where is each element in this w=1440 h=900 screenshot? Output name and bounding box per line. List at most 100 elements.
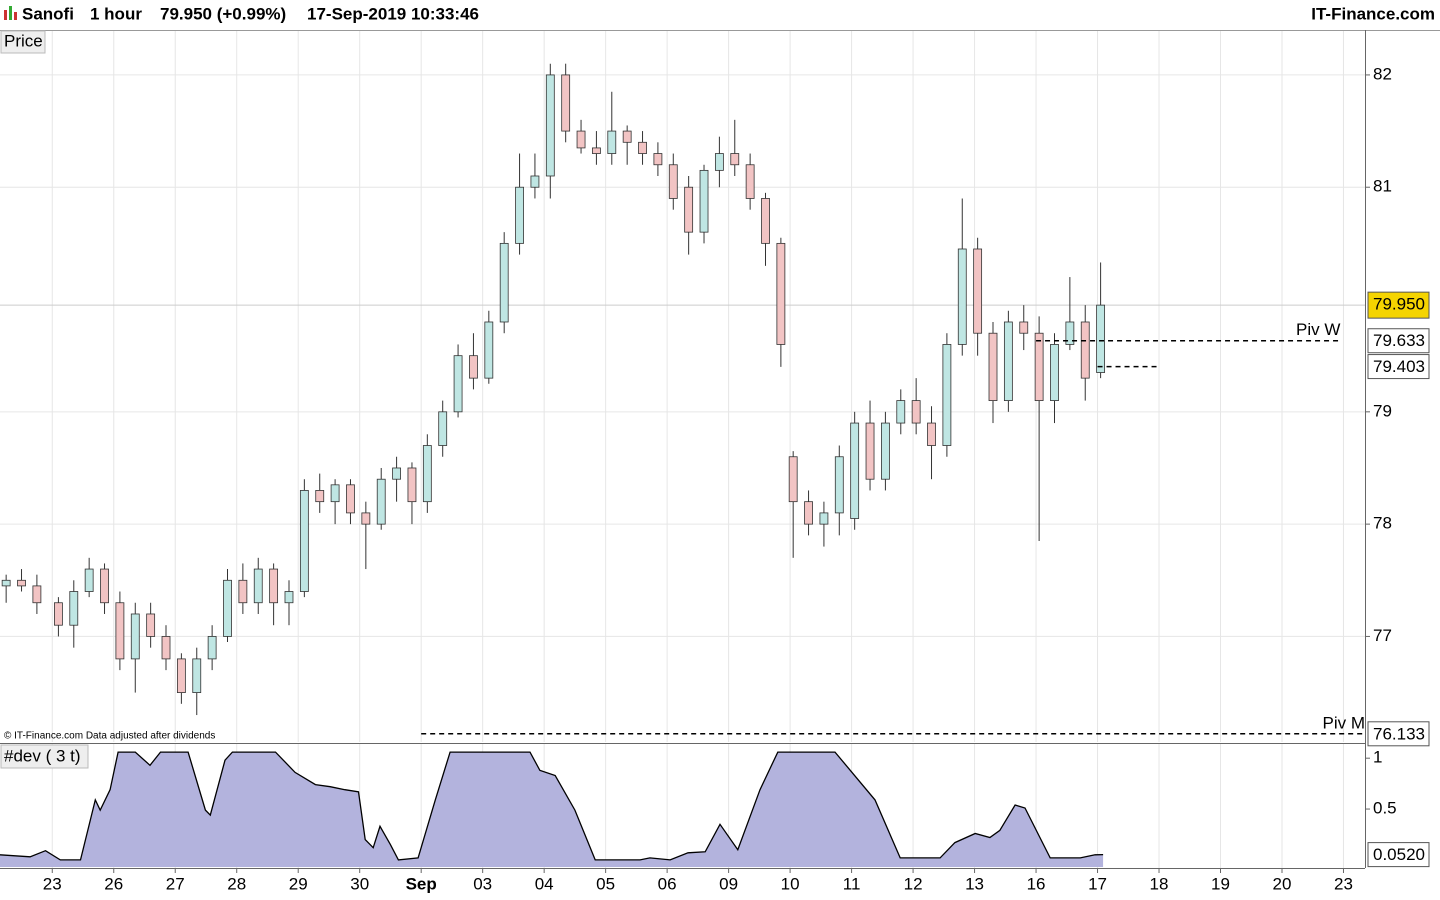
logo-icon [4,6,17,20]
current-value-tag [1367,842,1430,868]
candle-body [865,422,875,480]
interval: 1 hour [90,4,142,23]
candle-body [1,579,11,587]
candle-body [545,74,555,177]
candle-body [942,344,952,446]
candle-body [957,248,967,345]
y-tick-label: 79 [1373,401,1392,420]
panel-label-box [0,30,46,54]
x-tick-label: 17 [1088,874,1107,893]
candle-body [850,422,860,519]
candle-body [834,456,844,514]
candle-body [804,501,813,525]
candle-body [176,658,186,693]
candle-body [32,585,42,604]
candle-body [973,248,983,334]
x-tick-label: 10 [781,874,800,893]
candle-body [911,400,921,424]
candle-body [927,422,936,446]
x-tick-label: 04 [535,874,554,893]
footnote: © IT-Finance.com Data adjusted after div… [4,731,215,742]
current-value-label: 0.0520 [1373,845,1425,864]
candle-body [253,568,263,604]
candle-body [223,579,232,637]
pivot-tag [1367,328,1430,354]
candle-body [407,467,417,503]
candle-body [1096,304,1106,373]
x-tick-label: 18 [1150,874,1169,893]
x-tick-label: 13 [965,874,984,893]
x-tick-label: 09 [719,874,738,893]
candle-body [1080,321,1090,379]
x-tick-label: 27 [166,874,185,893]
candle-body [69,591,79,626]
candle-body [453,355,463,413]
x-tick-label: 30 [350,874,369,893]
x-tick-label: 29 [289,874,308,893]
candle-body [130,613,140,660]
candle-body [638,141,647,154]
y-tick-label: 0.5 [1373,799,1397,818]
panel-label: #dev ( 3 t) [4,746,81,765]
y-tick-label: 81 [1373,177,1392,196]
x-tick-label: 12 [904,874,923,893]
x-tick-label: 23 [1334,874,1353,893]
candle-body [438,411,448,446]
pivot-tag-label: 79.633 [1373,331,1425,350]
candle-body [84,568,94,592]
x-tick-label: 05 [596,874,615,893]
y-tick-label: 77 [1373,626,1392,645]
candle-body [730,153,740,166]
candle-body [422,445,432,503]
quote: 79.950 (+0.99%) [160,4,286,23]
pivot-label: Piv W [1296,320,1340,339]
candle-body [896,400,906,424]
candle-body [761,198,770,244]
candle-body [299,490,309,592]
candle-body [988,332,998,401]
last-price-label: 79.950 [1373,295,1425,314]
candle-body [469,355,478,379]
y-tick-label: 1 [1373,748,1382,767]
pivot-label: Piv M [1323,713,1366,732]
candle-body [881,422,890,480]
x-tick-label: 23 [43,874,62,893]
candle-body [1065,321,1075,345]
x-tick-label: 26 [104,874,123,893]
candle-body [1034,332,1044,401]
candle-body [499,242,509,323]
x-tick-label: 06 [658,874,677,893]
candle-body [315,490,325,503]
candle-body [146,613,156,637]
candle-body [745,164,755,199]
candle-body [161,636,171,660]
x-tick-label: 19 [1211,874,1230,893]
candle-body [330,484,340,503]
panel-label-box [0,744,89,769]
last-price-tag [1367,291,1430,319]
candle-body [622,130,632,143]
pivot-tag [1367,354,1430,380]
candle-body [530,175,540,188]
candle-body [699,169,709,233]
panel-label: Price [4,31,43,50]
x-tick-label: 20 [1273,874,1292,893]
brand[interactable]: IT-Finance.com [1311,4,1435,23]
candle-body [392,467,401,480]
pivot-tag-label: 79.403 [1373,357,1425,376]
x-tick-label: Sep [406,874,437,893]
candle-body [776,242,786,345]
candle-body [607,130,617,154]
x-tick-label: 11 [843,874,861,893]
candle-body [1003,321,1013,401]
candle-body [17,579,26,587]
candle-body [284,591,294,604]
candle-body [192,658,202,693]
area-line [0,751,1104,861]
candle-body [115,602,125,660]
x-tick-label: 16 [1027,874,1046,893]
candle-body [714,153,724,171]
datetime: 17-Sep-2019 10:33:46 [307,4,479,23]
